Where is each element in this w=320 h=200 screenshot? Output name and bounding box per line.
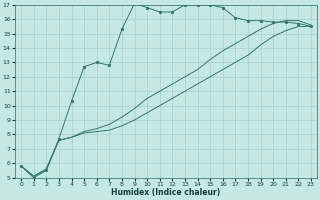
X-axis label: Humidex (Indice chaleur): Humidex (Indice chaleur) xyxy=(111,188,221,197)
